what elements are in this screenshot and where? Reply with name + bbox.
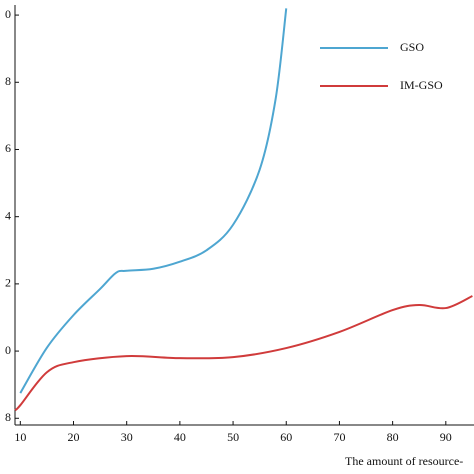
x-tick-label: 60 [280, 430, 292, 444]
x-tick-label: 10 [14, 430, 26, 444]
y-tick-label: 0 [5, 343, 11, 357]
x-tick-label: 30 [121, 430, 133, 444]
x-tick-label: 50 [227, 430, 239, 444]
x-tick-label: 20 [68, 430, 80, 444]
y-tick-label: 2 [5, 276, 11, 290]
x-tick-label: 70 [333, 430, 345, 444]
y-tick-label: 8 [5, 74, 11, 88]
legend-label: GSO [400, 40, 424, 54]
y-tick-label: 8 [5, 410, 11, 424]
x-axis-label: The amount of resource- [345, 454, 463, 468]
line-series [14, 295, 473, 412]
x-tick-label: 80 [387, 430, 399, 444]
y-tick-label: 6 [5, 141, 11, 155]
legend-label: IM-GSO [400, 78, 443, 92]
line-series [19, 8, 288, 394]
y-tick-label: 4 [5, 208, 11, 222]
y-tick-label: 0 [5, 7, 11, 21]
x-tick-label: 40 [174, 430, 186, 444]
x-tick-label: 90 [440, 430, 452, 444]
